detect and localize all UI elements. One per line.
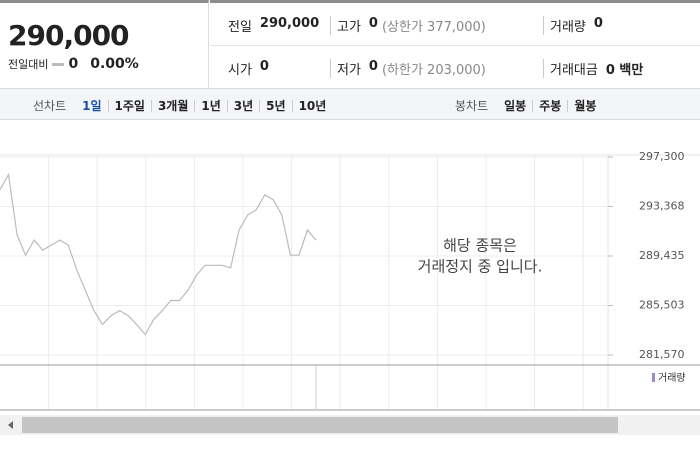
- candle-button[interactable]: 월봉: [567, 99, 602, 112]
- period-button[interactable]: 5년: [259, 99, 291, 112]
- volume-legend-swatch: [652, 373, 655, 382]
- summary-cell: 거래량 0: [543, 16, 603, 35]
- scroll-left[interactable]: [8, 421, 13, 429]
- current-price: 290,000: [8, 19, 130, 52]
- cell-value: 0: [368, 59, 378, 74]
- change-rate: 0.00%: [90, 56, 139, 72]
- change-value: 0: [68, 56, 79, 72]
- period-button[interactable]: 1일: [82, 98, 102, 113]
- y-tick-label: 297,300: [639, 150, 685, 163]
- summary-cell: 저가 0 (하한가 203,000): [330, 59, 486, 78]
- flat-icon: [52, 62, 65, 66]
- chart-toolbar: 선차트 1일 1주일 3개월 1년 3년 5년 10년 봉차트 일봉 주봉 월봉: [0, 88, 700, 120]
- y-tick-label: 289,435: [639, 249, 685, 262]
- period-button[interactable]: 10년: [291, 99, 333, 112]
- cell-label: 시가: [228, 63, 252, 78]
- period-button[interactable]: 1주일: [107, 99, 151, 112]
- summary-row: 전일 290,000 고가 0 (상한가 377,000) 거래량 0: [210, 3, 700, 46]
- candle-button[interactable]: 일봉: [504, 98, 527, 113]
- cell-label: 전일: [228, 20, 252, 35]
- summary-row: 시가 0 저가 0 (하한가 203,000) 거래대금 0 백만: [210, 46, 700, 88]
- y-tick-label: 293,368: [639, 199, 685, 212]
- scroll-thumb[interactable]: [22, 417, 618, 433]
- cell-note: (상한가 377,000): [381, 20, 486, 35]
- cell-label: 고가: [337, 20, 361, 35]
- cell-value: 0 백만: [605, 63, 644, 78]
- cell-value: 290,000: [259, 16, 320, 31]
- cell-value: 0: [368, 16, 378, 31]
- volume-legend: 거래량: [658, 372, 686, 384]
- summary-cell: 거래대금 0 백만: [543, 59, 643, 78]
- candle-chart-group: 봉차트 일봉 주봉 월봉: [455, 97, 602, 114]
- cell-value: 0: [259, 59, 269, 74]
- halt-notice: 해당 종목은: [443, 237, 517, 255]
- candle-chart-label: 봉차트: [455, 99, 489, 113]
- summary-cell: 전일 290,000: [228, 16, 319, 35]
- change-row: 전일대비 0 0.00%: [8, 56, 139, 72]
- summary-cell: 고가 0 (상한가 377,000): [330, 16, 486, 35]
- scrollbar[interactable]: [0, 415, 700, 435]
- period-button[interactable]: 3년: [226, 99, 259, 112]
- line-chart-group: 선차트 1일 1주일 3개월 1년 3년 5년 10년: [33, 97, 332, 114]
- summary-cell: 시가 0: [228, 59, 269, 78]
- candle-button[interactable]: 주봉: [532, 99, 567, 112]
- halt-notice: 거래정지 중 입니다.: [418, 258, 543, 276]
- cell-label: 거래량: [550, 20, 586, 35]
- chart: 281,570 285,503 289,435 293,368 297,300 해당 종목…: [0, 150, 700, 411]
- period-button[interactable]: 1년: [194, 99, 226, 112]
- y-tick-label: 281,570: [639, 348, 685, 361]
- summary-table: 전일 290,000 고가 0 (상한가 377,000) 거래량 0 시가 0 저가 0 (하한가 …: [210, 0, 700, 88]
- price-line: [0, 172, 317, 336]
- cell-label: 저가: [337, 63, 361, 78]
- change-label: 전일대비: [8, 58, 49, 71]
- y-tick-label: 285,503: [639, 298, 685, 311]
- cell-label: 거래대금: [550, 63, 598, 78]
- price-panel: 290,000 전일대비 0 0.00%: [0, 0, 209, 88]
- line-chart-label: 선차트: [33, 99, 67, 113]
- cell-value: 0: [593, 16, 603, 31]
- cell-note: (하한가 203,000): [381, 63, 486, 78]
- period-button[interactable]: 3개월: [150, 99, 194, 112]
